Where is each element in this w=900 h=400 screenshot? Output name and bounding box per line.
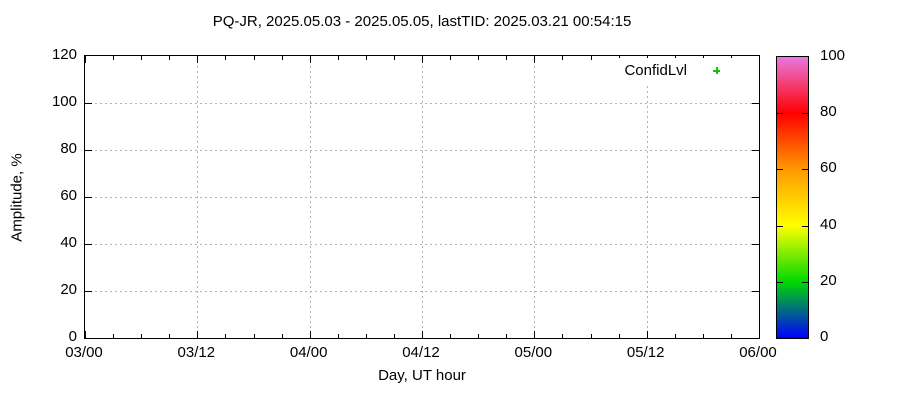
y-tick [752,291,759,292]
x-minor-tick [393,334,395,338]
y-tick-label: 80 [60,140,77,157]
x-tick-label: 03/00 [65,344,103,361]
x-minor-tick [113,334,115,338]
legend-label: ConfidLvl [624,62,687,79]
x-minor-tick [674,334,676,338]
y-tick [85,150,92,151]
x-tick-label: 04/12 [402,344,440,361]
x-minor-tick [281,56,283,60]
x-axis-title: Day, UT hour [378,367,466,384]
x-tick [422,56,423,63]
x-minor-tick [141,334,143,338]
y-tick-label: 60 [60,187,77,204]
colorbar-tick [802,113,808,115]
y-tick-label: 120 [51,46,77,63]
y-tick [752,197,759,198]
x-tick [309,56,311,63]
plot-area [84,55,760,339]
x-minor-tick [225,334,227,338]
x-tick-label: 05/12 [626,344,665,361]
x-minor-tick [478,334,480,338]
y-tick [85,291,92,292]
x-tick [85,56,86,63]
x-tick [759,331,760,338]
colorbar-tick-label: 80 [820,103,837,121]
x-tick-label: 04/00 [289,344,328,361]
x-minor-tick [365,334,367,338]
x-minor-tick [590,334,592,338]
x-minor-tick [393,56,395,60]
y-tick [85,103,92,104]
colorbar-tick-label: 0 [820,328,829,345]
y-tick [85,244,92,245]
x-minor-tick [253,56,255,60]
x-minor-tick [730,334,732,338]
colorbar-tick-label: 40 [820,215,837,233]
x-minor-tick [113,56,115,60]
x-tick [646,331,648,338]
x-minor-tick [618,334,620,338]
colorbar-tick [777,169,783,171]
x-minor-tick [281,334,283,338]
x-tick [85,331,86,338]
x-minor-tick [450,334,452,338]
x-minor-tick [478,56,480,60]
x-tick [197,56,199,63]
x-gridline [646,56,648,338]
colorbar-tick [802,225,808,227]
x-minor-tick [506,56,508,60]
x-minor-tick [169,334,171,338]
y-tick [752,103,759,104]
x-minor-tick [337,56,339,60]
y-tick [85,197,92,198]
x-tick [197,331,199,338]
x-gridline [422,56,423,338]
x-minor-tick [253,334,255,338]
colorbar-tick [777,225,783,227]
y-tick [752,150,759,151]
y-axis-title: Amplitude, % [8,152,26,242]
x-tick [309,331,311,338]
x-minor-tick [169,56,171,60]
y-tick-label: 20 [60,281,77,298]
x-minor-tick [506,334,508,338]
legend: ConfidLvl [600,58,757,84]
x-minor-tick [562,334,564,338]
colorbar-tick-label: 100 [820,47,846,64]
y-axis-title-wrap: Amplitude, % [0,55,34,339]
y-tick [752,244,759,245]
x-tick-label: 06/00 [739,344,777,361]
colorbar-tick-label: 60 [820,159,837,177]
plus-marker-icon [713,67,720,74]
colorbar-tick [802,281,808,283]
x-tick-label: 03/12 [177,344,216,361]
x-tick-label: 05/00 [514,344,553,361]
x-minor-tick [590,56,592,60]
chart-title: PQ-JR, 2025.05.03 - 2025.05.05, lastTID:… [212,13,632,30]
colorbar-tick [802,169,808,171]
x-minor-tick [562,56,564,60]
colorbar-tick [777,281,783,283]
x-tick [534,331,536,338]
y-tick-label: 100 [51,93,77,110]
x-minor-tick [225,56,227,60]
x-gridline [197,56,199,338]
y-tick-label: 40 [60,234,77,251]
x-gridline [309,56,311,338]
y-tick-label: 0 [68,328,77,345]
x-tick [534,56,536,63]
x-minor-tick [450,56,452,60]
x-tick [422,331,423,338]
x-minor-tick [702,334,704,338]
x-minor-tick [337,334,339,338]
colorbar-tick-label: 20 [820,271,837,289]
x-gridline [534,56,536,338]
x-tick [759,56,760,63]
x-minor-tick [365,56,367,60]
colorbar-tick [777,113,783,115]
colorbar [776,56,809,339]
x-minor-tick [141,56,143,60]
